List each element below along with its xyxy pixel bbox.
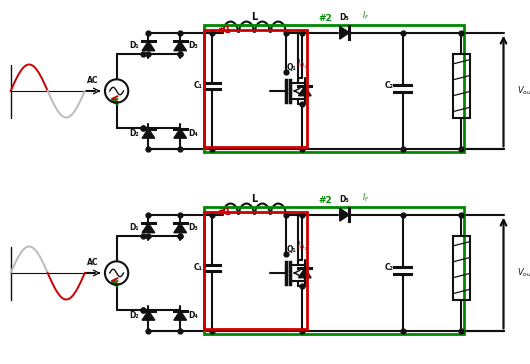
Polygon shape: [174, 223, 187, 233]
Polygon shape: [142, 41, 155, 51]
Text: Q₁: Q₁: [286, 245, 296, 254]
Text: D₅: D₅: [340, 13, 349, 22]
Polygon shape: [142, 310, 155, 320]
Text: C₂: C₂: [384, 81, 393, 90]
Text: Q₁: Q₁: [286, 63, 296, 72]
Polygon shape: [340, 208, 349, 221]
Text: C₁: C₁: [193, 81, 202, 90]
Polygon shape: [142, 223, 155, 233]
Text: D₄: D₄: [188, 129, 198, 138]
Text: D₁: D₁: [130, 41, 139, 51]
Polygon shape: [174, 310, 187, 320]
Text: L: L: [251, 194, 258, 204]
Text: #1: #1: [217, 208, 231, 217]
Bar: [453, 236, 470, 300]
Text: D₅: D₅: [340, 195, 349, 204]
Text: L: L: [251, 12, 258, 22]
Text: D₂: D₂: [130, 129, 139, 138]
Text: $I_{Q_1}$: $I_{Q_1}$: [297, 58, 307, 71]
Text: D₄: D₄: [188, 311, 198, 320]
Polygon shape: [298, 86, 311, 96]
Text: $I_F$: $I_F$: [362, 9, 369, 22]
Polygon shape: [142, 128, 155, 138]
Text: C₁: C₁: [193, 263, 202, 272]
Text: #1: #1: [217, 26, 231, 35]
Text: $V_{out}$: $V_{out}$: [517, 267, 530, 279]
Bar: [453, 54, 470, 118]
Text: D₃: D₃: [188, 41, 198, 51]
Text: C₂: C₂: [384, 263, 393, 272]
Polygon shape: [174, 128, 187, 138]
Polygon shape: [174, 41, 187, 51]
Text: $I_{Q_1}$: $I_{Q_1}$: [297, 240, 307, 253]
Polygon shape: [340, 26, 349, 39]
Text: #2: #2: [318, 14, 332, 23]
Text: AC: AC: [87, 258, 99, 267]
Text: D₃: D₃: [188, 223, 198, 233]
Text: #2: #2: [318, 196, 332, 205]
Text: D₂: D₂: [130, 311, 139, 320]
Polygon shape: [298, 268, 311, 278]
Text: AC: AC: [87, 76, 99, 85]
Text: $I_F$: $I_F$: [362, 191, 369, 204]
Text: $V_{out}$: $V_{out}$: [517, 85, 530, 97]
Text: D₁: D₁: [130, 223, 139, 233]
